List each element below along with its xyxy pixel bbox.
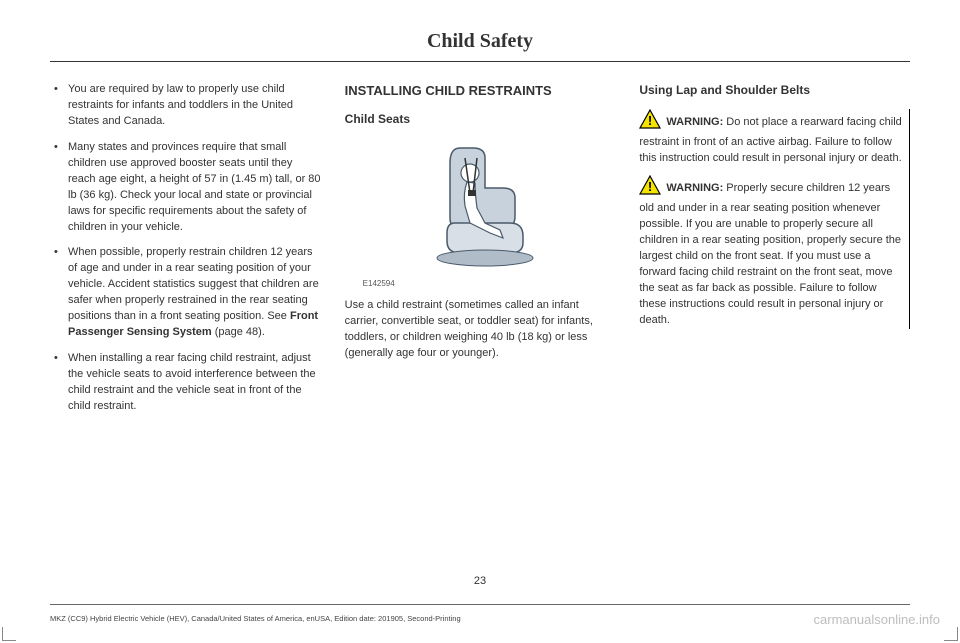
list-item: When possible, properly restrain childre…	[50, 245, 321, 341]
bullet-text-post: (page 48).	[212, 326, 265, 338]
section-heading: INSTALLING CHILD RESTRAINTS	[345, 82, 616, 101]
warning-label: WARNING:	[666, 182, 723, 194]
warning-triangle-icon: !	[639, 109, 661, 135]
column-2: INSTALLING CHILD RESTRAINTS Child Seats …	[345, 82, 616, 425]
figure-id: E142594	[363, 278, 616, 290]
page-header: Child Safety	[50, 30, 910, 62]
body-text: Use a child restraint (sometimes called …	[345, 298, 616, 362]
page-title: Child Safety	[50, 30, 910, 53]
bullet-text-pre: When possible, properly restrain childre…	[68, 246, 319, 322]
bullet-text: Many states and provinces require that s…	[68, 141, 321, 233]
crop-mark-icon	[944, 627, 958, 641]
footer-text: MKZ (CC9) Hybrid Electric Vehicle (HEV),…	[50, 614, 461, 623]
bullet-list: You are required by law to properly use …	[50, 82, 321, 415]
content-columns: You are required by law to properly use …	[50, 82, 910, 425]
bullet-text: You are required by law to properly use …	[68, 83, 293, 127]
warning-label: WARNING:	[666, 116, 723, 128]
crop-mark-icon	[2, 627, 16, 641]
child-seat-icon	[415, 138, 545, 268]
warning-paragraph: ! WARNING: Properly secure children 12 y…	[639, 175, 903, 328]
list-item: When installing a rear facing child rest…	[50, 351, 321, 415]
warning-box: ! WARNING: Do not place a rearward facin…	[639, 109, 910, 328]
sub-heading: Using Lap and Shoulder Belts	[639, 82, 910, 99]
list-item: Many states and provinces require that s…	[50, 140, 321, 236]
watermark: carmanualsonline.info	[814, 612, 940, 627]
warning-text: Properly secure children 12 years old an…	[639, 182, 901, 326]
sub-heading: Child Seats	[345, 111, 616, 128]
svg-text:!: !	[648, 179, 652, 194]
column-1: You are required by law to properly use …	[50, 82, 321, 425]
footer-divider	[50, 604, 910, 605]
warning-paragraph: ! WARNING: Do not place a rearward facin…	[639, 109, 903, 167]
list-item: You are required by law to properly use …	[50, 82, 321, 130]
bullet-text: When installing a rear facing child rest…	[68, 352, 316, 412]
page-number: 23	[0, 575, 960, 587]
column-3: Using Lap and Shoulder Belts ! WARNING: …	[639, 82, 910, 425]
child-seat-figure	[345, 138, 616, 274]
svg-text:!: !	[648, 113, 652, 128]
warning-triangle-icon: !	[639, 175, 661, 201]
